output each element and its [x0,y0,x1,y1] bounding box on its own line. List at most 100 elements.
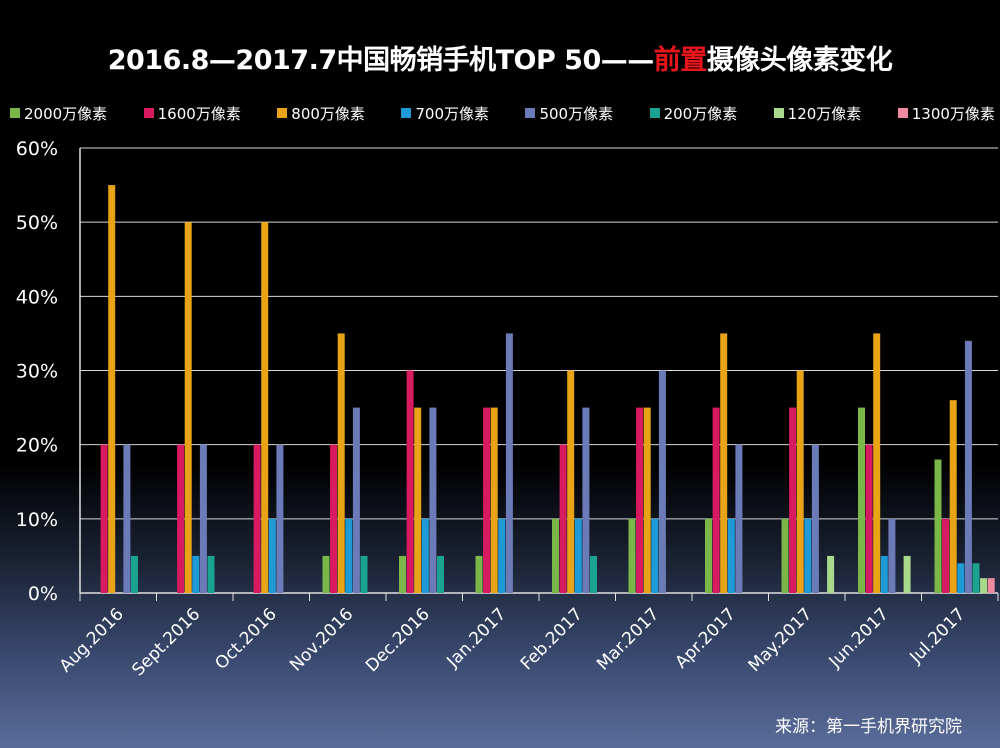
bar [123,444,131,593]
bar [582,407,590,593]
x-tick-label: Jan.2017 [442,604,510,672]
bar [177,444,185,593]
bar [636,407,644,593]
bar [498,518,506,593]
chart-title: 2016.8—2017.7中国畅销手机TOP 50——前置摄像头像素变化 [0,38,1000,77]
bar [720,333,728,593]
legend-label: 1300万像素 [911,104,995,123]
bar [268,518,276,593]
bar [727,518,735,593]
bar [827,555,835,593]
x-tick-label: Nov.2016 [286,604,357,675]
bar [483,407,491,593]
source-note: 来源：第一手机界研究院 [775,717,962,737]
bar [552,518,559,593]
legend-item: 800万像素 [277,103,365,124]
bar [865,444,873,593]
bar [972,563,980,593]
bar [789,407,797,593]
bar [207,555,215,593]
bar [559,444,567,593]
legend-label: 800万像素 [291,104,365,123]
bar [100,444,108,593]
bar [712,407,720,593]
bar [337,333,345,593]
y-tick-label: 20% [16,435,58,457]
x-tick-label: Sept.2016 [128,604,204,680]
legend-swatch [401,108,412,118]
bar [276,444,284,593]
bar [131,555,138,593]
x-tick-label: Oct.2016 [211,604,280,673]
bar [574,518,582,593]
bar [261,222,269,593]
legend-item: 500万像素 [525,103,613,124]
bar [352,407,360,593]
bar [399,555,406,593]
bar [735,444,743,593]
title-prefix: 2016.8—2017.7中国畅销手机TOP 50—— [107,45,655,76]
bar [192,555,200,593]
bar [658,370,666,593]
bar [429,407,437,593]
bar [421,518,429,593]
legend-item: 200万像素 [649,103,738,124]
bar [643,407,651,593]
legend-swatch [649,108,660,118]
bar [360,555,368,593]
x-tick-label: Jun.2017 [825,604,893,672]
bar [903,555,911,593]
bar [414,407,422,593]
legend-label: 120万像素 [787,104,862,123]
legend-item: 1600万像素 [143,103,241,124]
bar [957,563,965,593]
legend-label: 700万像素 [415,104,490,123]
x-tick-label: Dec.2016 [362,604,434,676]
legend-swatch [143,108,154,118]
bar [934,459,942,593]
bar [705,518,712,593]
bar [781,518,789,593]
legend-label: 2000万像素 [24,104,108,123]
bar [804,518,812,593]
bar [888,518,896,593]
legend-label: 200万像素 [663,104,738,123]
y-tick-label: 0% [28,583,58,605]
x-tick-label: Apr.2017 [672,604,740,672]
bar [880,555,888,593]
y-tick-label: 10% [16,509,58,531]
bar [475,555,483,593]
y-tick-label: 40% [16,286,58,308]
legend-swatch [277,108,288,118]
legend-item: 120万像素 [773,103,862,124]
legend-item: 2000万像素 [10,103,107,124]
bar [796,370,804,593]
title-highlight: 前置 [653,45,708,76]
legend-swatch [773,108,784,118]
title-suffix: 摄像头像素变化 [706,45,893,76]
bar [330,444,338,593]
bar [108,185,116,594]
x-tick-label: Jul.2017 [906,604,970,668]
bar [964,340,972,593]
bar [322,555,330,593]
legend: 2000万像素 1600万像素 800万像素 700万像素 500万像素 200万像素 12… [10,101,995,125]
legend-swatch [897,108,908,118]
x-tick-label: Feb.2017 [517,604,587,674]
bar [628,518,636,593]
y-tick-label: 60% [16,138,58,160]
bar [873,333,881,593]
bar [490,407,498,593]
bar [858,407,865,593]
y-tick-label: 30% [16,361,58,383]
bar [184,222,192,593]
bar [406,370,414,593]
legend-item: 700万像素 [401,103,489,124]
bar [345,518,353,593]
x-tick-label: Mar.2017 [593,604,663,674]
legend-label: 500万像素 [539,104,614,123]
x-tick-label: May.2017 [745,604,817,676]
bar [942,518,950,593]
bar [651,518,659,593]
